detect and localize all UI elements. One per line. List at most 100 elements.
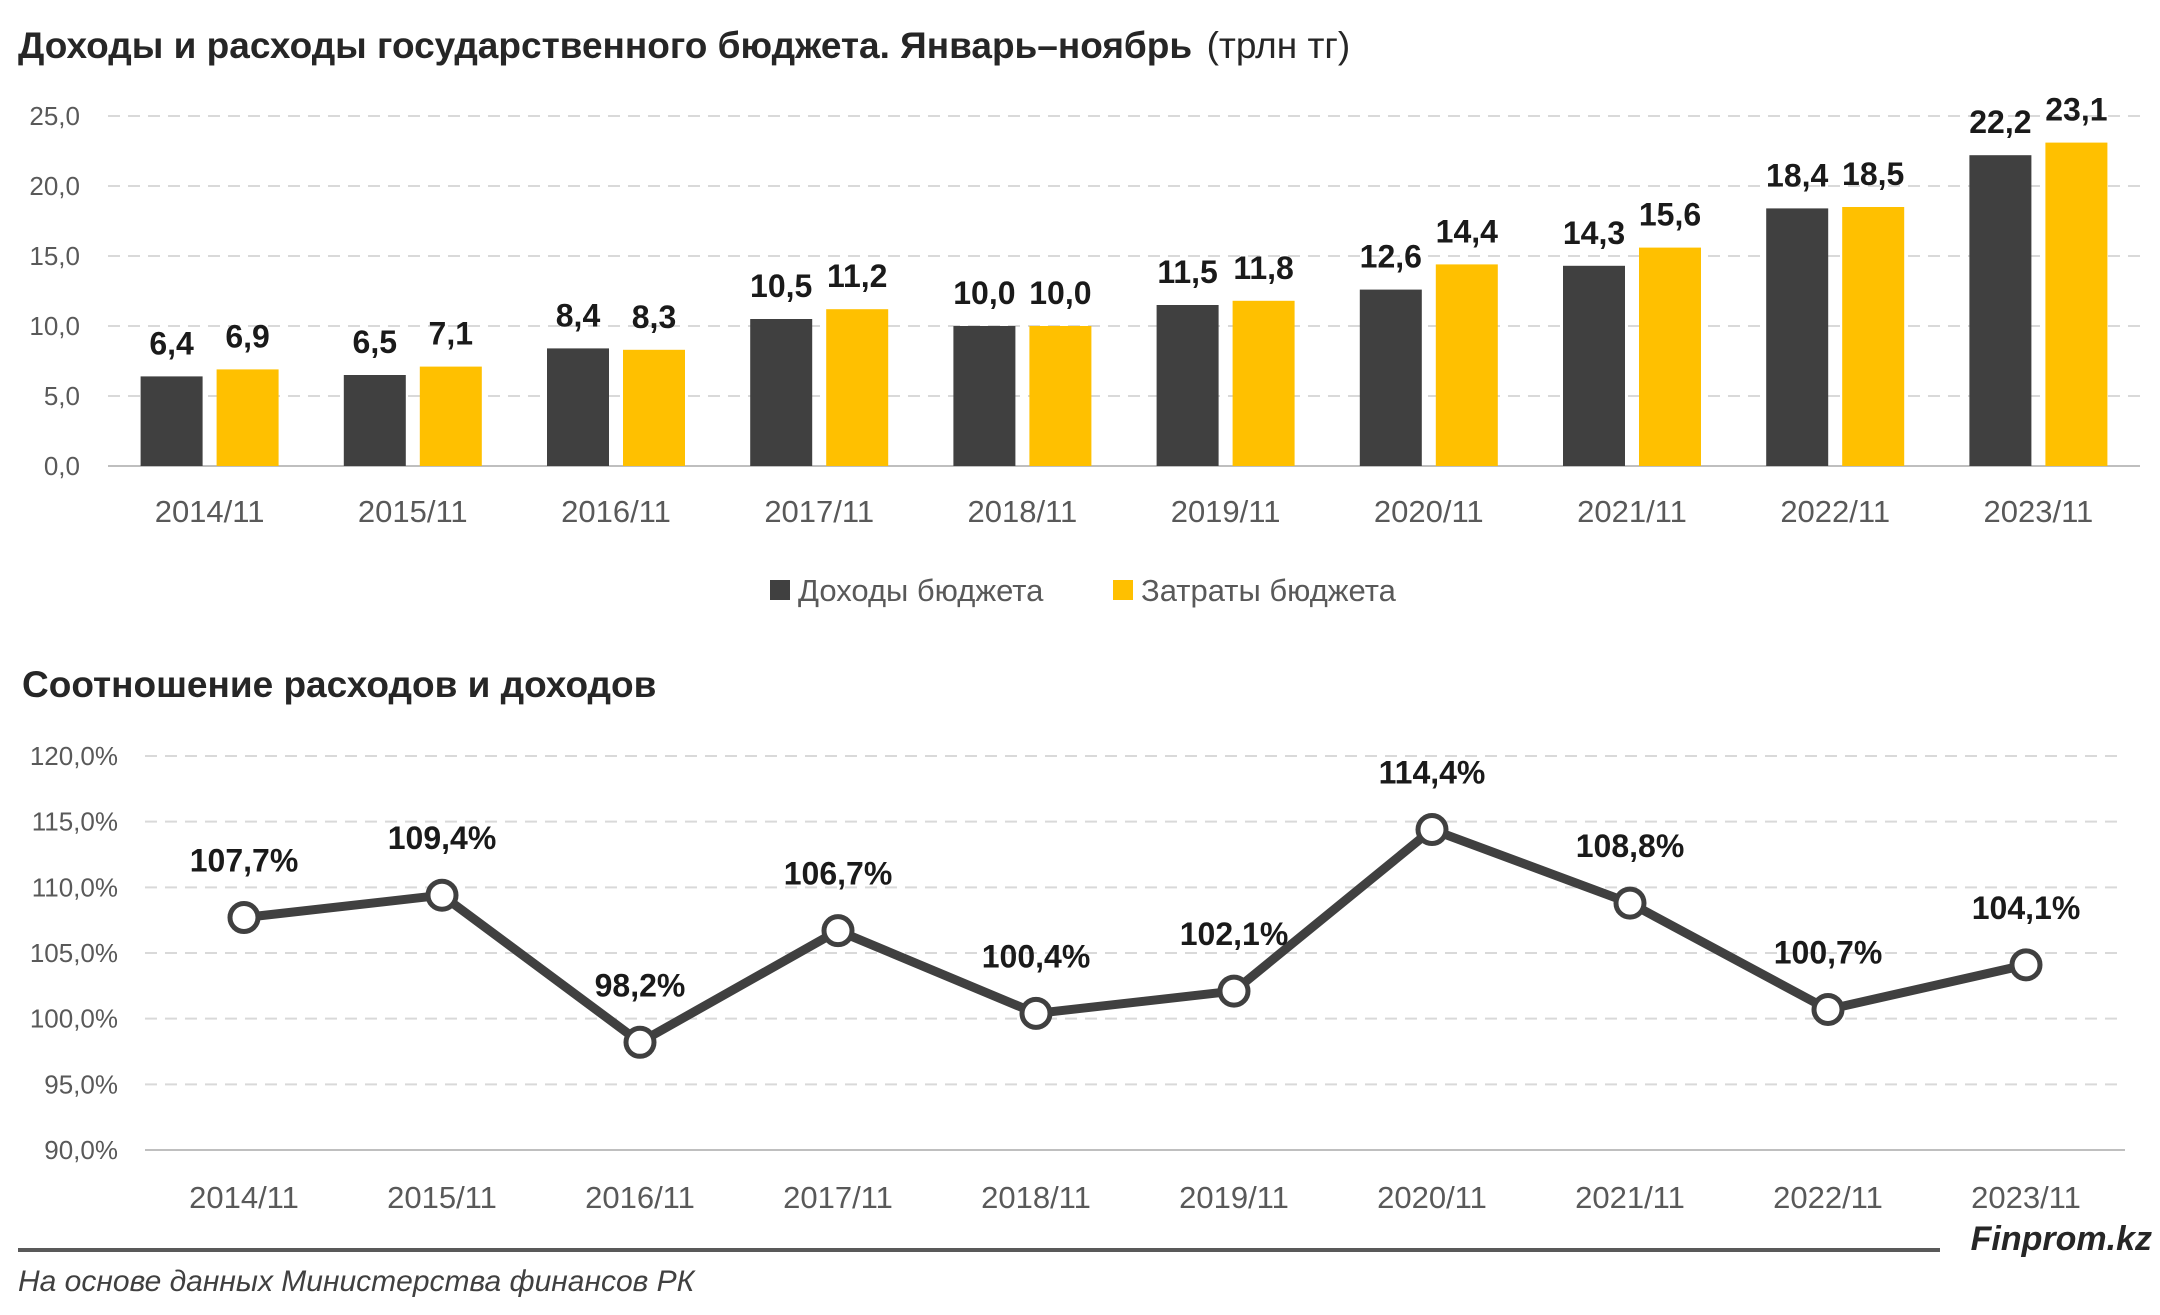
bar-income-2016-11 — [547, 348, 609, 466]
bar-value-label: 10,5 — [750, 268, 812, 304]
bar-income-2017-11 — [750, 319, 813, 466]
bar-value-label: 11,5 — [1157, 254, 1218, 290]
line-x-tick-label: 2022/11 — [1773, 1180, 1883, 1215]
bar-y-tick-label: 5,0 — [44, 381, 80, 411]
bar-expenses-2023-11 — [2045, 142, 2108, 466]
ratio-value-label: 100,4% — [982, 938, 1091, 974]
ratio-series-line — [243, 825, 2027, 1047]
bar-income-2021-11 — [1563, 265, 1625, 466]
bar-value-label: 14,4 — [1436, 213, 1498, 249]
bar-value-label: 8,4 — [556, 297, 601, 333]
bar-value-label: 7,1 — [429, 316, 473, 352]
bar-value-label: 10,0 — [1029, 275, 1091, 311]
bar-expenses-2020-11 — [1435, 264, 1498, 466]
ratio-value-label: 106,7% — [784, 856, 893, 892]
bar-value-label: 6,4 — [149, 325, 194, 361]
bar-chart-x-axis: 2014/11 2015/11 2016/11 2017/11 2018/11 2019/… — [155, 494, 2094, 529]
line-y-tick-label: 115,0% — [32, 807, 118, 837]
line-y-tick-label: 90,0% — [44, 1135, 118, 1165]
ratio-value-label: 107,7% — [190, 843, 299, 879]
bar-y-tick-label: 0,0 — [44, 451, 80, 481]
bar-chart-bars — [140, 142, 2108, 466]
ratio-point-2023-11 — [2009, 948, 2043, 982]
line-x-tick-label: 2019/11 — [1179, 1180, 1289, 1215]
ratio-point-2015-11 — [425, 878, 459, 912]
legend-label-expenses: Затраты бюджета — [1141, 573, 1397, 608]
bar-value-label: 6,5 — [353, 324, 397, 360]
bar-expenses-2019-11 — [1232, 300, 1295, 466]
line-chart-data-labels: 107,7% 109,4% 98,2% 106,7% 100,4% 102,1% 114,4… — [190, 755, 2081, 1004]
bar-income-2022-11 — [1766, 208, 1829, 466]
bar-income-2020-11 — [1359, 289, 1422, 466]
bar-value-label: 12,6 — [1360, 239, 1422, 275]
bar-y-tick-label: 15,0 — [29, 241, 80, 271]
bar-x-tick-label: 2018/11 — [968, 494, 1078, 529]
line-x-tick-label: 2014/11 — [189, 1180, 299, 1215]
bar-expenses-2018-11 — [1029, 326, 1092, 466]
ratio-value-label: 98,2% — [595, 967, 686, 1003]
bar-x-tick-label: 2021/11 — [1577, 494, 1687, 529]
bar-value-label: 18,4 — [1766, 157, 1828, 193]
bar-x-tick-label: 2020/11 — [1374, 494, 1484, 529]
line-y-tick-label: 100,0% — [30, 1004, 118, 1034]
ratio-value-label: 108,8% — [1576, 828, 1685, 864]
legend-label-income: Доходы бюджета — [798, 573, 1044, 608]
bar-income-2018-11 — [953, 326, 1016, 466]
line-chart-title: Соотношение расходов и доходов — [22, 664, 656, 705]
bar-y-tick-label: 25,0 — [29, 101, 80, 131]
ratio-value-label: 114,4% — [1379, 755, 1486, 791]
line-chart-x-axis: 2014/11 2015/11 2016/11 2017/11 2018/11 2019/… — [189, 1180, 2081, 1215]
bar-value-label: 10,0 — [953, 275, 1015, 311]
bar-value-label: 8,3 — [632, 299, 676, 335]
ratio-point-2016-11 — [623, 1025, 657, 1059]
bar-income-2014-11 — [140, 376, 203, 466]
line-x-tick-label: 2015/11 — [387, 1180, 497, 1215]
bar-expenses-2017-11 — [826, 309, 889, 466]
line-x-tick-label: 2021/11 — [1575, 1180, 1685, 1215]
line-x-tick-label: 2020/11 — [1377, 1180, 1487, 1215]
bar-expenses-2022-11 — [1842, 207, 1905, 466]
ratio-point-2022-11 — [1811, 992, 1845, 1026]
bar-y-tick-label: 10,0 — [29, 311, 80, 341]
ratio-point-2020-11 — [1415, 813, 1449, 847]
bar-chart-title-unit: (трлн тг) — [1207, 25, 1351, 66]
bar-value-label: 11,2 — [827, 258, 888, 294]
bar-expenses-2014-11 — [216, 369, 279, 466]
bar-chart-y-axis: 0,0 5,0 10,0 15,0 20,0 25,0 — [29, 101, 80, 481]
bar-chart-data-labels: 6,4 6,9 6,5 7,1 8,4 8,3 10,5 11,2 10,0 10,0 11,5 11… — [149, 92, 2107, 362]
line-chart-series — [227, 813, 2043, 1059]
bar-y-tick-label: 20,0 — [29, 171, 80, 201]
bar-x-tick-label: 2022/11 — [1780, 494, 1890, 529]
line-x-tick-label: 2017/11 — [783, 1180, 893, 1215]
bar-expenses-2016-11 — [623, 349, 685, 466]
bar-chart-legend: Доходы бюджета Затраты бюджета — [770, 573, 1397, 608]
bar-x-tick-label: 2014/11 — [155, 494, 265, 529]
line-x-tick-label: 2018/11 — [981, 1180, 1091, 1215]
line-x-tick-label: 2023/11 — [1971, 1180, 2081, 1215]
legend-swatch-expenses — [1113, 580, 1133, 600]
bar-x-tick-label: 2015/11 — [358, 494, 468, 529]
line-x-tick-label: 2016/11 — [585, 1180, 695, 1215]
bar-income-2023-11 — [1969, 155, 2032, 466]
line-chart-y-axis: 90,0% 95,0% 100,0% 105,0% 110,0% 115,0% 120,0% — [30, 741, 118, 1165]
legend-swatch-income — [770, 580, 790, 600]
bar-x-tick-label: 2016/11 — [561, 494, 671, 529]
bar-chart-title: Доходы и расходы государственного бюджет… — [18, 25, 1350, 66]
brand-label: Finprom.kz — [1971, 1220, 2152, 1258]
ratio-value-label: 109,4% — [388, 820, 497, 856]
line-chart-gridlines — [145, 755, 2125, 1151]
ratio-value-label: 104,1% — [1972, 890, 2081, 926]
ratio-point-2019-11 — [1217, 974, 1251, 1008]
line-y-tick-label: 110,0% — [32, 872, 118, 902]
bar-income-2019-11 — [1156, 305, 1219, 466]
bar-expenses-2015-11 — [419, 366, 482, 466]
bar-income-2015-11 — [343, 375, 406, 466]
ratio-point-2018-11 — [1019, 996, 1053, 1030]
bar-value-label: 14,3 — [1563, 215, 1625, 251]
bar-chart-gridlines — [108, 115, 2140, 467]
bar-value-label: 15,6 — [1639, 197, 1701, 233]
bar-x-tick-label: 2023/11 — [1984, 494, 2094, 529]
line-y-tick-label: 120,0% — [30, 741, 118, 771]
